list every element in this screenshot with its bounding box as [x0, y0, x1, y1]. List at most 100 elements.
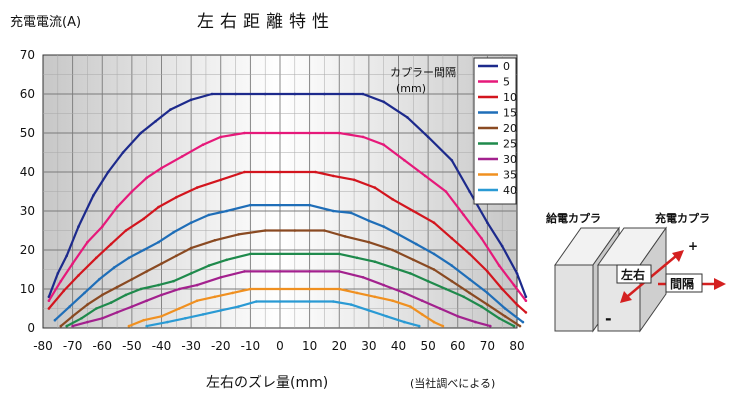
data-point — [101, 293, 104, 297]
y-tick-label: 70 — [20, 48, 35, 62]
legend-label: 15 — [503, 107, 517, 120]
data-point — [403, 320, 406, 324]
x-tick-label: 0 — [276, 339, 284, 353]
data-point — [189, 221, 193, 224]
x-tick-label: 50 — [420, 339, 435, 353]
data-point — [444, 190, 448, 193]
legend-label: 0 — [503, 60, 510, 73]
data-point — [243, 170, 246, 174]
data-point — [115, 205, 119, 209]
x-tick-label: -10 — [241, 339, 261, 353]
lr-arrow-head-minus — [620, 291, 632, 303]
data-point — [450, 159, 454, 162]
data-point — [219, 276, 223, 279]
data-point — [172, 279, 175, 283]
data-point — [56, 272, 60, 275]
data-point — [450, 237, 454, 240]
data-point — [145, 270, 148, 273]
y-tick-label: 40 — [20, 165, 35, 179]
data-point — [489, 324, 492, 328]
data-point — [278, 287, 282, 291]
data-point — [101, 225, 104, 228]
data-point — [112, 266, 116, 269]
data-point — [332, 300, 335, 303]
data-point — [524, 295, 528, 299]
data-point — [332, 174, 335, 178]
data-point — [426, 135, 430, 139]
data-point — [169, 108, 172, 111]
data-point — [278, 131, 282, 135]
data-point — [106, 170, 110, 174]
data-point — [278, 300, 282, 303]
data-point — [59, 279, 63, 283]
data-point — [314, 170, 317, 174]
data-point — [47, 299, 51, 303]
chart-title: 左右距離特性 — [197, 12, 335, 32]
x-tick-label: -50 — [122, 339, 142, 353]
data-point — [450, 264, 454, 267]
data-point — [524, 299, 528, 303]
lr-label: 左右 — [620, 267, 645, 282]
x-tick-label: -20 — [211, 339, 231, 353]
legend-label: 5 — [503, 76, 510, 89]
data-point — [503, 307, 507, 310]
data-point — [95, 307, 98, 310]
y-tick-label: 20 — [20, 243, 35, 257]
data-point — [373, 295, 377, 299]
data-point — [254, 300, 258, 303]
data-point — [195, 186, 199, 189]
data-point — [382, 283, 386, 287]
data-point — [210, 92, 214, 96]
legend-label: 25 — [503, 138, 517, 151]
data-point — [201, 313, 205, 316]
data-point — [130, 278, 134, 281]
data-point — [53, 318, 57, 322]
data-point — [145, 324, 148, 328]
lr-arrow-head-plus — [672, 250, 684, 262]
data-point — [420, 299, 424, 303]
data-point — [385, 315, 388, 318]
data-point — [293, 229, 297, 232]
y-tick-label: 60 — [20, 87, 35, 101]
data-point — [201, 143, 205, 146]
data-point — [417, 324, 421, 328]
data-point — [263, 229, 267, 232]
data-point — [86, 320, 89, 324]
data-point — [95, 256, 98, 260]
data-point — [278, 170, 282, 174]
data-point — [178, 287, 181, 291]
gap-label: 間隔 — [670, 276, 694, 291]
feed-coupler-front — [554, 264, 594, 332]
data-point — [441, 324, 445, 328]
series-line-35 — [128, 287, 444, 328]
data-point — [480, 305, 483, 308]
data-point — [432, 221, 436, 224]
gap-label-box — [665, 273, 703, 293]
data-point — [98, 278, 101, 281]
data-point — [361, 276, 365, 279]
plus-label: + — [688, 239, 698, 253]
data-point — [361, 92, 365, 96]
data-point — [352, 178, 356, 182]
x-tick-label: 60 — [450, 339, 465, 353]
legend-label: 35 — [503, 169, 517, 182]
data-point — [145, 176, 148, 180]
data-point — [432, 268, 436, 271]
data-point — [412, 209, 415, 213]
data-point — [127, 324, 131, 328]
data-point — [503, 315, 507, 318]
data-point — [308, 287, 311, 291]
data-point — [406, 116, 409, 119]
data-point — [213, 295, 217, 299]
data-point — [397, 233, 400, 236]
data-point — [512, 324, 516, 328]
data-point — [180, 155, 184, 158]
data-point — [308, 203, 311, 207]
data-point — [480, 237, 483, 240]
data-point — [77, 274, 80, 277]
data-point — [497, 317, 501, 320]
data-point — [409, 305, 412, 308]
data-point — [432, 320, 436, 324]
data-point — [83, 291, 86, 295]
